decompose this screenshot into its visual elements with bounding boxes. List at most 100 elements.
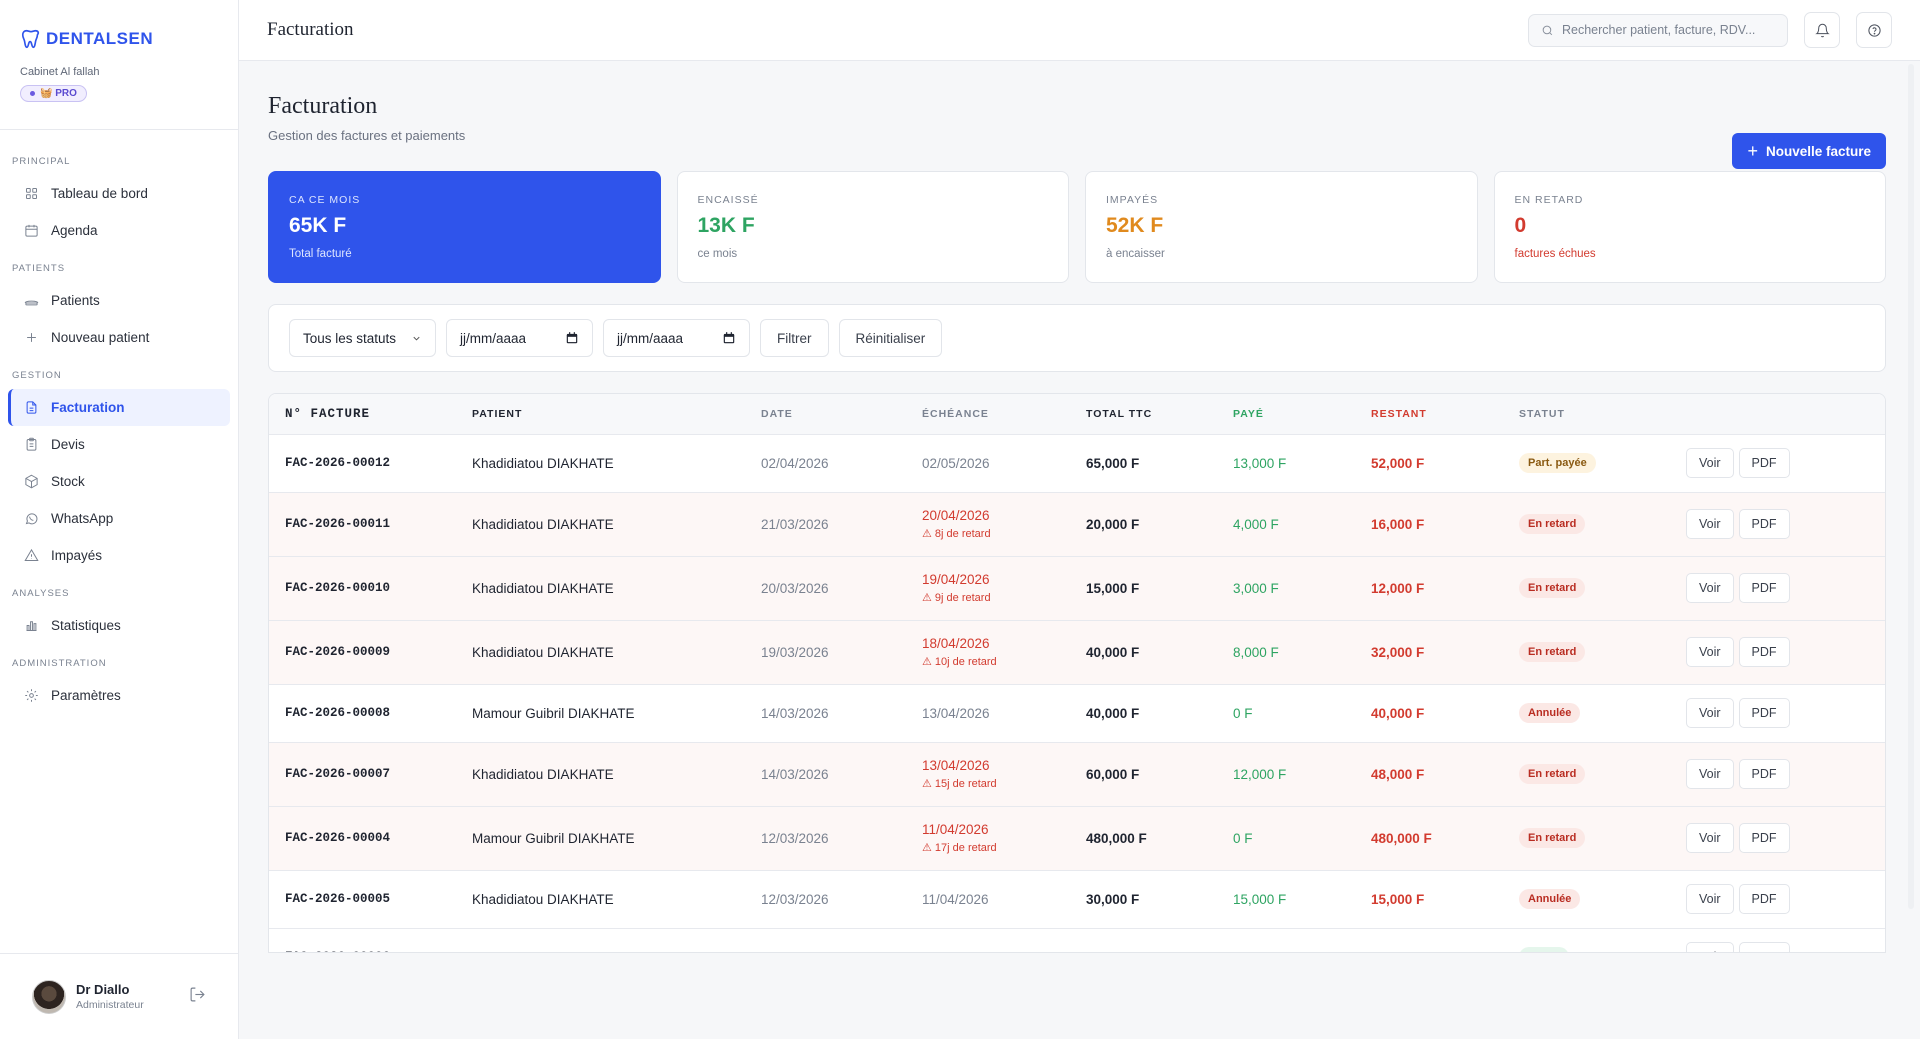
table-row[interactable]: FAC-2026-00008 Mamour Guibril DIAKHATE 14/… xyxy=(269,684,1885,743)
view-button[interactable]: Voir xyxy=(1686,698,1734,728)
view-button[interactable]: Voir xyxy=(1686,759,1734,789)
due-date-cell: 11/04/2026 xyxy=(922,870,1086,929)
amount-paid: 0 F xyxy=(1233,684,1371,743)
table-row[interactable]: FAC-2026-00005 Khadidiatou DIAKHATE 12/03/… xyxy=(269,870,1885,929)
avatar[interactable] xyxy=(32,979,66,1014)
invoice-date: 20/03/2026 xyxy=(761,556,922,621)
due-date: 13/04/2026 xyxy=(922,758,990,773)
patient-name: Khadidiatou DIAKHATE xyxy=(472,556,761,621)
tooth-icon xyxy=(21,29,40,49)
search-box[interactable] xyxy=(1528,13,1788,47)
pdf-button[interactable]: PDF xyxy=(1738,573,1790,603)
patient-name: Mamour Guibril DIAKHATE xyxy=(472,806,761,871)
due-date: 18/04/2026 xyxy=(922,636,990,651)
table-row[interactable]: FAC-2026-00004 Mamour Guibril DIAKHATE 12/… xyxy=(269,806,1885,871)
calendar-icon[interactable] xyxy=(722,331,736,345)
pdf-button[interactable]: PDF xyxy=(1738,942,1790,952)
view-button[interactable]: Voir xyxy=(1686,448,1734,478)
stat-card-en-retard: EN RETARD 0 factures échues xyxy=(1493,171,1886,283)
late-note: ⚠ 8j de retard xyxy=(922,528,991,540)
filter-button[interactable]: Filtrer xyxy=(760,319,829,357)
pdf-button[interactable]: PDF xyxy=(1738,759,1790,789)
status-select[interactable]: Tous les statuts xyxy=(289,319,436,357)
view-button[interactable]: Voir xyxy=(1686,823,1734,853)
view-button[interactable]: Voir xyxy=(1686,884,1734,914)
sidebar-item-patients[interactable]: Patients xyxy=(8,282,230,319)
gear-icon xyxy=(25,689,38,702)
sidebar-item-label: Devis xyxy=(51,437,85,452)
invoice-number: FAC-2026-00005 xyxy=(269,870,472,929)
sidebar-item-label: Agenda xyxy=(51,223,98,238)
sidebar-item-label: Nouveau patient xyxy=(51,330,150,345)
table-row[interactable]: FAC-2026-00009 Khadidiatou DIAKHATE 19/03/… xyxy=(269,620,1885,685)
pdf-button[interactable]: PDF xyxy=(1738,448,1790,478)
pdf-button[interactable]: PDF xyxy=(1738,884,1790,914)
pdf-button[interactable]: PDF xyxy=(1738,509,1790,539)
logo[interactable]: DENTALSEN xyxy=(20,28,218,50)
invoice-number: FAC-2026-00006 xyxy=(269,928,472,952)
logout-icon[interactable] xyxy=(189,986,206,1008)
date-to-input[interactable]: jj/mm/aaaa xyxy=(603,319,750,357)
sidebar-item-agenda[interactable]: Agenda xyxy=(8,212,230,249)
search-input[interactable] xyxy=(1562,23,1775,37)
amount-paid: 30,000 F xyxy=(1233,928,1371,952)
grid-icon xyxy=(26,188,37,199)
pdf-button[interactable]: PDF xyxy=(1738,823,1790,853)
topbar-title: Facturation xyxy=(267,19,354,40)
stat-sub: à encaisser xyxy=(1106,248,1165,260)
sidebar-item-whatsapp[interactable]: WhatsApp xyxy=(8,500,230,537)
amount-paid: 13,000 F xyxy=(1233,434,1371,493)
new-invoice-button[interactable]: + Nouvelle facture xyxy=(1732,133,1886,169)
stat-label: CA CE MOIS xyxy=(289,194,361,206)
invoice-date: 02/04/2026 xyxy=(761,434,922,493)
sidebar-item-statistiques[interactable]: Statistiques xyxy=(8,607,230,644)
help-button[interactable] xyxy=(1856,12,1892,48)
table-row[interactable]: FAC-2026-00007 Khadidiatou DIAKHATE 14/03/… xyxy=(269,742,1885,807)
nav-section-title: ADMINISTRATION xyxy=(12,658,107,669)
status-cell: Payée xyxy=(1519,928,1686,952)
status-badge: En retard xyxy=(1519,764,1586,784)
table-row[interactable]: FAC-2026-00011 Khadidiatou DIAKHATE 21/03/… xyxy=(269,492,1885,557)
notifications-button[interactable] xyxy=(1804,12,1840,48)
amount-remaining: 32,000 F xyxy=(1371,620,1519,685)
clinic-name: Cabinet Al fallah xyxy=(20,66,100,78)
table-row[interactable]: FAC-2026-00012 Khadidiatou DIAKHATE 02/04/… xyxy=(269,434,1885,493)
amount-paid: 4,000 F xyxy=(1233,492,1371,557)
invoice-date: 12/03/2026 xyxy=(761,928,922,952)
sidebar-item-param-tres[interactable]: Paramètres xyxy=(8,677,230,714)
sidebar-item-stock[interactable]: Stock xyxy=(8,463,230,500)
sidebar-item-tableau-de-bord[interactable]: Tableau de bord xyxy=(8,175,230,212)
date-from-input[interactable]: jj/mm/aaaa xyxy=(446,319,593,357)
table-row[interactable]: FAC-2026-00010 Khadidiatou DIAKHATE 20/03/… xyxy=(269,556,1885,621)
calendar-icon[interactable] xyxy=(565,331,579,345)
amount-remaining: 52,000 F xyxy=(1371,434,1519,493)
sidebar-item-label: Paramètres xyxy=(51,688,121,703)
stat-sub: Total facturé xyxy=(289,248,352,260)
total-ttc: 30,000 F xyxy=(1086,870,1233,929)
sidebar-item-nouveau-patient[interactable]: Nouveau patient xyxy=(8,319,230,356)
nav-section-title: PRINCIPAL xyxy=(12,156,71,167)
sidebar-item-facturation[interactable]: Facturation xyxy=(8,389,230,426)
table-row[interactable]: FAC-2026-00006Khadidiatou DIAKHATE12/03/… xyxy=(269,928,1885,952)
column-header: ÉCHÉANCE xyxy=(922,394,1086,435)
view-button[interactable]: Voir xyxy=(1686,942,1734,952)
reset-button[interactable]: Réinitialiser xyxy=(838,319,943,357)
sidebar-item-impay-s[interactable]: Impayés xyxy=(8,537,230,574)
view-button[interactable]: Voir xyxy=(1686,637,1734,667)
filter-bar: Tous les statuts jj/mm/aaaa jj/mm/aaaa F… xyxy=(268,304,1886,372)
view-button[interactable]: Voir xyxy=(1686,509,1734,539)
pdf-button[interactable]: PDF xyxy=(1738,698,1790,728)
page-scrollbar[interactable] xyxy=(1908,64,1914,909)
sidebar-item-devis[interactable]: Devis xyxy=(8,426,230,463)
late-note: ⚠ 10j de retard xyxy=(922,656,997,668)
pdf-button[interactable]: PDF xyxy=(1738,637,1790,667)
column-header: PATIENT xyxy=(472,394,761,435)
patient-name: Khadidiatou DIAKHATE xyxy=(472,870,761,929)
stat-label: ENCAISSÉ xyxy=(697,194,759,206)
view-button[interactable]: Voir xyxy=(1686,573,1734,603)
due-date-cell: 19/04/2026 ⚠ 9j de retard xyxy=(922,556,1086,621)
brand-block: DENTALSEN Cabinet Al fallah 🧺 PRO xyxy=(0,0,238,130)
